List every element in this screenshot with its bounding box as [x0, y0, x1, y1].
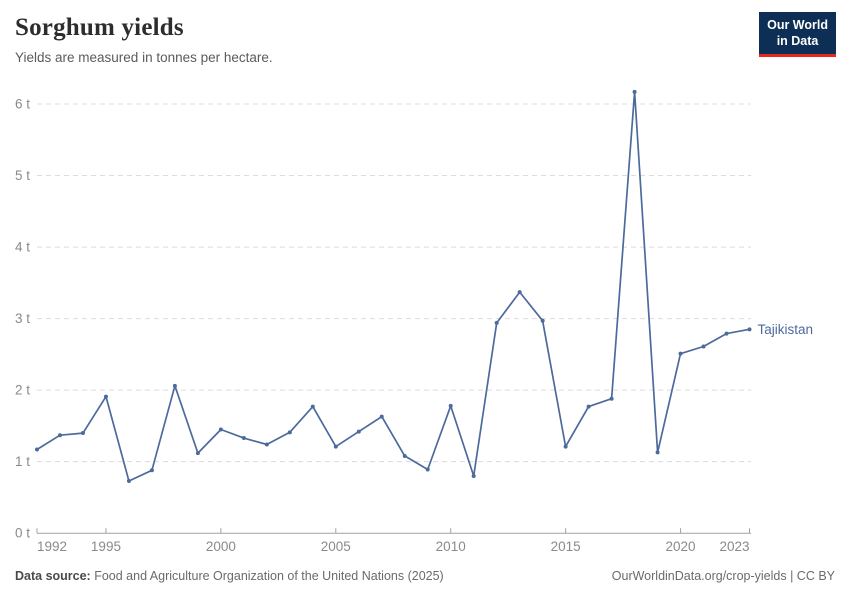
y-tick-label: 1 t: [15, 454, 30, 469]
data-point: [517, 290, 522, 295]
y-tick-label: 3 t: [15, 311, 30, 326]
owid-logo[interactable]: Our World in Data: [759, 12, 836, 57]
data-point: [586, 404, 591, 409]
x-tick-label: 2020: [666, 539, 696, 554]
y-tick-label: 0 t: [15, 526, 30, 541]
x-tick-label: 2015: [551, 539, 581, 554]
data-point: [35, 447, 39, 452]
y-tick-label: 4 t: [15, 240, 30, 255]
data-point: [264, 442, 269, 447]
data-point: [540, 318, 545, 323]
data-point: [149, 468, 154, 473]
x-tick-label: 2000: [206, 539, 236, 554]
data-source-text: Food and Agriculture Organization of the…: [90, 569, 444, 583]
data-point: [402, 453, 407, 458]
data-point: [448, 403, 453, 408]
data-point: [218, 427, 223, 432]
data-point: [701, 344, 706, 349]
data-point: [724, 331, 729, 336]
owid-logo-line2: in Data: [776, 34, 819, 49]
chart-header: Sorghum yields Yields are measured in to…: [15, 14, 750, 65]
x-tick-label: 1992: [37, 539, 67, 554]
data-point: [126, 478, 131, 483]
y-tick-label: 2 t: [15, 383, 30, 398]
data-point: [241, 436, 246, 441]
data-point: [632, 89, 637, 94]
data-point: [655, 450, 660, 455]
data-point: [287, 430, 292, 435]
data-source-label: Data source:: [15, 569, 91, 583]
data-point: [195, 451, 200, 456]
page-subtitle: Yields are measured in tonnes per hectar…: [15, 50, 273, 65]
x-tick-label: 1995: [91, 539, 121, 554]
data-point: [379, 414, 384, 419]
data-point: [471, 473, 476, 478]
data-point: [333, 444, 338, 449]
y-tick-label: 6 t: [15, 97, 30, 112]
page-title: Sorghum yields: [15, 14, 184, 41]
y-tick-label: 5 t: [15, 168, 30, 183]
data-point: [356, 429, 361, 434]
data-point: [80, 431, 85, 436]
data-point: [678, 351, 683, 356]
owid-logo-line1: Our World: [767, 18, 828, 32]
chart-footer: Data source: Food and Agriculture Organi…: [15, 569, 835, 583]
data-point: [563, 444, 568, 449]
credit-link[interactable]: OurWorldinData.org/crop-yields | CC BY: [611, 569, 835, 583]
x-tick-label: 2005: [321, 539, 351, 554]
data-source-line: Data source: Food and Agriculture Organi…: [15, 569, 444, 583]
series-line-tajikistan: [36, 90, 751, 482]
x-tick-label: 2010: [436, 539, 466, 554]
data-point: [747, 327, 752, 332]
data-point: [425, 467, 430, 472]
entity-label[interactable]: Tajikistan: [758, 322, 814, 337]
data-point: [310, 404, 315, 409]
data-point: [103, 394, 108, 399]
data-point: [172, 383, 177, 388]
x-tick-label: 2023: [719, 539, 749, 554]
data-point: [57, 433, 62, 438]
data-point: [609, 396, 614, 401]
data-point: [494, 320, 499, 325]
